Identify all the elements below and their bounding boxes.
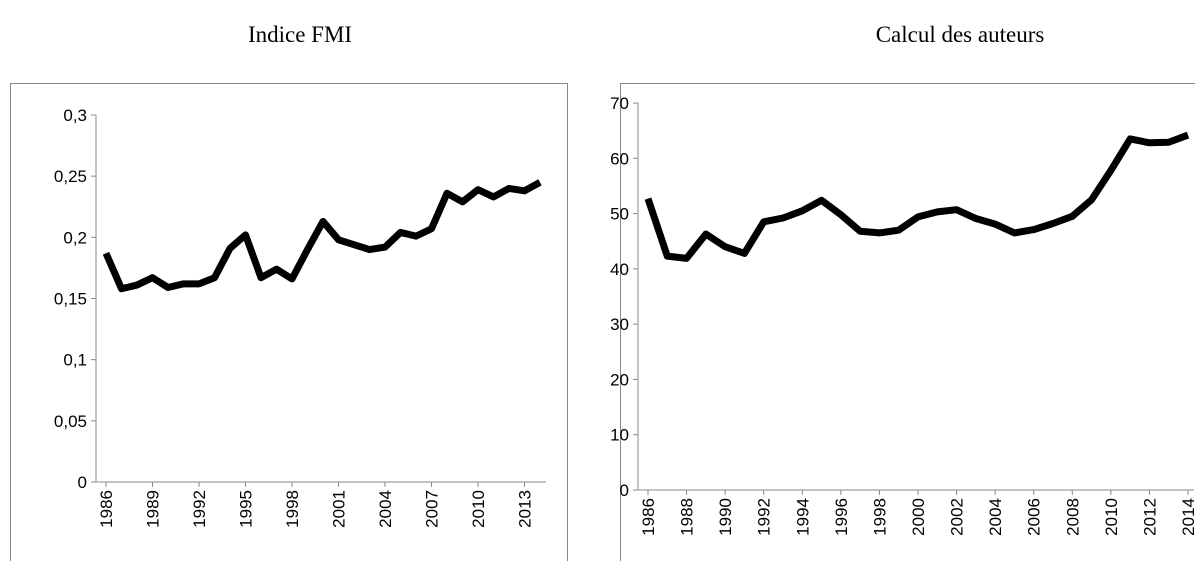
x-tick-label: 1994 (793, 498, 812, 536)
y-tick-label: 0,05 (54, 412, 87, 431)
x-tick-label: 2010 (1102, 498, 1121, 536)
x-tick-label: 2006 (1025, 498, 1044, 536)
x-tick-label: 1986 (97, 490, 116, 528)
x-tick-label: 1986 (639, 498, 658, 536)
chart-frame (10, 83, 568, 561)
x-tick-label: 2004 (376, 490, 395, 528)
x-tick-label: 1992 (755, 498, 774, 536)
y-tick-label: 0,2 (63, 228, 87, 247)
data-line (102, 179, 542, 293)
y-tick-label: 0,3 (63, 106, 87, 125)
x-tick-label: 1988 (678, 498, 697, 536)
x-tick-label: 2001 (330, 490, 349, 528)
chart-frame (620, 83, 1195, 561)
x-tick-label: 2014 (1179, 498, 1195, 536)
data-line (644, 131, 1190, 262)
x-tick-label: 1995 (237, 490, 256, 528)
x-tick-label: 2010 (469, 490, 488, 528)
x-tick-label: 1998 (870, 498, 889, 536)
y-tick-label: 0,25 (54, 167, 87, 186)
x-tick-label: 2012 (1140, 498, 1159, 536)
y-tick-label: 40 (610, 260, 629, 279)
x-tick-label: 2004 (986, 498, 1005, 536)
y-tick-label: 50 (610, 205, 629, 224)
x-tick-label: 1989 (144, 490, 163, 528)
y-tick-label: 60 (610, 149, 629, 168)
x-tick-label: 2000 (909, 498, 928, 536)
y-tick-label: 0,15 (54, 290, 87, 309)
y-tick-label: 0,1 (63, 351, 87, 370)
x-tick-label: 1998 (283, 490, 302, 528)
x-tick-label: 1992 (190, 490, 209, 528)
y-tick-label: 70 (610, 94, 629, 113)
y-tick-label: 10 (610, 426, 629, 445)
x-tick-label: 2013 (516, 490, 535, 528)
y-tick-label: 0 (78, 473, 87, 492)
chart-title: Calcul des auteurs (876, 22, 1045, 47)
y-tick-label: 30 (610, 315, 629, 334)
x-tick-label: 2008 (1063, 498, 1082, 536)
x-tick-label: 2002 (948, 498, 967, 536)
y-tick-label: 20 (610, 370, 629, 389)
x-tick-label: 1996 (832, 498, 851, 536)
x-tick-label: 1990 (716, 498, 735, 536)
chart-title: Indice FMI (248, 22, 352, 47)
y-tick-label: 0 (620, 481, 629, 500)
x-tick-label: 2007 (423, 490, 442, 528)
